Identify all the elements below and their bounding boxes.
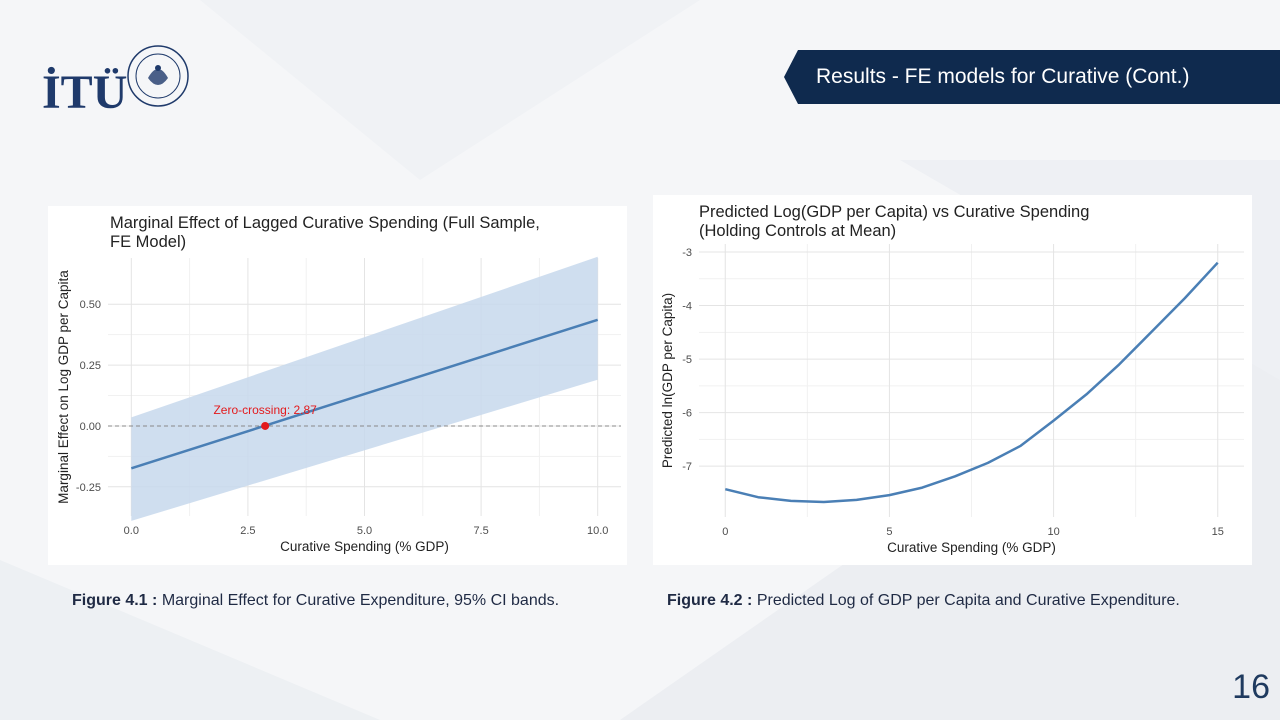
chart-title: FE Model)	[110, 233, 186, 251]
zero-crossing-point	[261, 421, 270, 430]
x-tick-label: 5.0	[357, 525, 372, 537]
y-axis-label: Marginal Effect on Log GDP per Capita	[56, 270, 71, 504]
x-tick-label: 15	[1212, 526, 1224, 538]
x-tick-label: 0.0	[124, 525, 139, 537]
x-tick-label: 0	[722, 526, 728, 538]
y-tick-label: -5	[682, 354, 692, 366]
confidence-band	[131, 256, 598, 521]
x-tick-label: 5	[886, 526, 892, 538]
page-number: 16	[1232, 668, 1270, 706]
chart-title: (Holding Controls at Mean)	[699, 222, 896, 240]
predicted-gdp-chart: 0 5 10 15 -7 -6 -5 -4 -3 Predicted Log(GDP per Ca…	[660, 203, 1244, 555]
y-tick-label: -7	[682, 461, 692, 473]
y-tick-label: -3	[682, 247, 692, 259]
x-tick-label: 10	[1047, 526, 1059, 538]
y-axis-label: Predicted ln(GDP per Capita)	[660, 293, 675, 468]
title-banner	[784, 50, 1280, 104]
figure-4-1-caption: Figure 4.1 : Marginal Effect for Curativ…	[72, 592, 559, 610]
slide-title: Results - FE models for Curative (Cont.)	[816, 65, 1190, 88]
y-tick-label: 0.00	[80, 421, 101, 433]
caption-label: Figure 4.1 :	[72, 592, 158, 609]
y-tick-label: -6	[682, 408, 692, 420]
y-tick-label: 0.50	[80, 299, 101, 311]
marginal-effect-line	[130, 318, 599, 470]
x-tick-label: 2.5	[240, 525, 255, 537]
y-tick-label: -4	[682, 301, 692, 313]
y-tick-label: 0.25	[80, 360, 101, 372]
marginal-effect-chart: 0.0 2.5 5.0 7.5 10.0 -0.25 0.00 0.25 0.50 Margina…	[56, 214, 621, 554]
chart-title: Marginal Effect of Lagged Curative Spend…	[110, 214, 540, 232]
chart-title: Predicted Log(GDP per Capita) vs Curativ…	[699, 203, 1089, 221]
x-tick-label: 10.0	[587, 525, 608, 537]
caption-text: Marginal Effect for Curative Expenditure…	[161, 592, 560, 609]
itu-logo: İTÜ	[42, 45, 189, 118]
figure-4-2-caption: Figure 4.2 : Predicted Log of GDP per Ca…	[667, 592, 1180, 610]
x-tick-label: 7.5	[473, 525, 488, 537]
logo-wordmark: İTÜ	[42, 66, 127, 118]
predicted-gdp-chart-panel: 0 5 10 15 -7 -6 -5 -4 -3 Predicted Log(GDP per Ca…	[653, 195, 1252, 565]
marginal-effect-chart-panel: 0.0 2.5 5.0 7.5 10.0 -0.25 0.00 0.25 0.50 Margina…	[48, 206, 627, 565]
caption-text: Predicted Log of GDP per Capita and Cura…	[756, 592, 1180, 609]
university-seal-icon	[127, 45, 189, 107]
x-axis-label: Curative Spending (% GDP)	[887, 540, 1056, 555]
y-tick-label: -0.25	[76, 482, 101, 494]
zero-crossing-label: Zero-crossing: 2.87	[213, 403, 317, 417]
predicted-gdp-curve	[725, 261, 1219, 504]
caption-label: Figure 4.2 :	[667, 592, 753, 609]
x-axis-label: Curative Spending (% GDP)	[280, 539, 449, 554]
